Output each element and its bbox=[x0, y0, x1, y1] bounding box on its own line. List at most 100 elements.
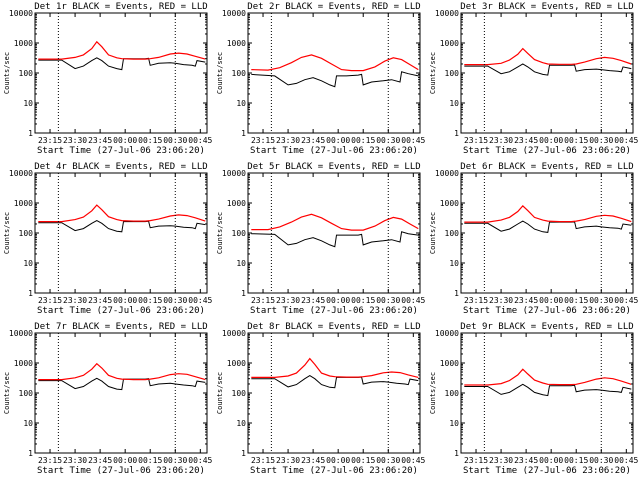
x-tick-label: 23:45 bbox=[514, 456, 538, 465]
x-tick-label: 00:00 bbox=[113, 456, 137, 465]
y-tick-label: 1 bbox=[454, 449, 459, 458]
y-axis-label: Counts/sec bbox=[3, 52, 11, 94]
y-tick-label: 100 bbox=[19, 229, 34, 238]
x-tick-label: 23:15 bbox=[38, 456, 62, 465]
y-tick-label: 100 bbox=[232, 229, 247, 238]
series-line-events bbox=[464, 63, 632, 76]
plot-frame bbox=[460, 12, 634, 134]
series-line-lld bbox=[251, 213, 419, 231]
x-tick-label: 00:00 bbox=[326, 136, 350, 145]
x-tick-label: 23:15 bbox=[251, 136, 275, 145]
x-tick-label: 00:00 bbox=[326, 296, 350, 305]
x-axis-label: Start Time (27-Jul-06 23:06:20) bbox=[37, 466, 205, 476]
x-tick-label: 23:30 bbox=[63, 136, 87, 145]
detector-panel: Det 2r BLACK = Events, RED = LLD 23:15 23:… bbox=[213, 0, 426, 160]
detector-panel: Det 6r BLACK = Events, RED = LLD 23:15 23:… bbox=[426, 160, 639, 320]
x-tick-label: 00:00 bbox=[113, 296, 137, 305]
y-axis-label: Counts/sec bbox=[216, 52, 224, 94]
series-line-lld bbox=[38, 204, 206, 223]
chart-title: Det 2r BLACK = Events, RED = LLD bbox=[247, 2, 420, 12]
x-tick-label: 23:30 bbox=[276, 456, 300, 465]
y-tick-label: 100 bbox=[19, 69, 34, 78]
x-axis-label: Start Time (27-Jul-06 23:06:20) bbox=[37, 146, 205, 156]
x-tick-label: 00:30 bbox=[376, 296, 400, 305]
y-tick-label: 1 bbox=[28, 449, 33, 458]
detector-panel: Det 9r BLACK = Events, RED = LLD 23:15 23:… bbox=[426, 320, 639, 480]
series-line-events bbox=[464, 383, 632, 397]
x-tick-label: 00:30 bbox=[163, 296, 187, 305]
y-tick-label: 10000 bbox=[9, 9, 33, 18]
x-tick-label: 00:15 bbox=[564, 456, 588, 465]
x-tick-label: 00:15 bbox=[351, 456, 375, 465]
x-tick-label: 00:45 bbox=[614, 296, 638, 305]
detector-chart: Det 7r BLACK = Events, RED = LLD 23:15 23:… bbox=[3, 322, 213, 476]
y-tick-label: 1000 bbox=[440, 199, 459, 208]
detector-panel: Det 7r BLACK = Events, RED = LLD 23:15 23:… bbox=[0, 320, 213, 480]
x-tick-label: 00:45 bbox=[188, 136, 212, 145]
x-tick-label: 00:15 bbox=[138, 456, 162, 465]
y-tick-label: 100 bbox=[445, 229, 460, 238]
x-tick-label: 00:45 bbox=[401, 456, 425, 465]
x-tick-label: 23:45 bbox=[88, 456, 112, 465]
x-axis-label: Start Time (27-Jul-06 23:06:20) bbox=[37, 306, 205, 316]
x-tick-label: 23:45 bbox=[514, 296, 538, 305]
series-line-lld bbox=[464, 368, 632, 386]
x-tick-label: 00:30 bbox=[163, 456, 187, 465]
y-tick-label: 10000 bbox=[222, 329, 246, 338]
y-axis-label: Counts/sec bbox=[3, 212, 11, 254]
series-line-events bbox=[251, 71, 419, 88]
x-tick-label: 23:15 bbox=[251, 456, 275, 465]
detector-panel: Det 1r BLACK = Events, RED = LLD 23:15 23:… bbox=[0, 0, 213, 160]
x-tick-label: 23:15 bbox=[38, 296, 62, 305]
series-line-lld bbox=[251, 357, 419, 379]
y-tick-label: 10000 bbox=[9, 329, 33, 338]
x-tick-label: 00:15 bbox=[138, 296, 162, 305]
y-tick-label: 10 bbox=[23, 259, 33, 268]
y-tick-label: 1000 bbox=[14, 199, 33, 208]
x-axis-label: Start Time (27-Jul-06 23:06:20) bbox=[463, 146, 631, 156]
y-tick-label: 10 bbox=[23, 99, 33, 108]
x-tick-label: 00:00 bbox=[539, 456, 563, 465]
plot-frame bbox=[34, 332, 208, 454]
plot-frame bbox=[460, 172, 634, 294]
x-tick-label: 00:00 bbox=[326, 456, 350, 465]
series-line-events bbox=[464, 220, 632, 233]
plot-frame bbox=[247, 332, 421, 454]
series-line-events bbox=[251, 231, 419, 248]
y-tick-label: 1 bbox=[241, 449, 246, 458]
x-tick-label: 00:30 bbox=[376, 136, 400, 145]
x-tick-label: 00:30 bbox=[163, 136, 187, 145]
x-tick-label: 00:30 bbox=[376, 456, 400, 465]
y-tick-label: 10 bbox=[449, 419, 459, 428]
x-tick-label: 23:45 bbox=[88, 296, 112, 305]
y-tick-label: 10000 bbox=[435, 9, 459, 18]
series-line-events bbox=[38, 57, 206, 71]
y-tick-label: 100 bbox=[232, 69, 247, 78]
y-axis-label: Counts/sec bbox=[429, 372, 437, 414]
y-tick-label: 1000 bbox=[440, 359, 459, 368]
detector-panel: Det 4r BLACK = Events, RED = LLD 23:15 23:… bbox=[0, 160, 213, 320]
detector-panel: Det 5r BLACK = Events, RED = LLD 23:15 23:… bbox=[213, 160, 426, 320]
y-tick-label: 10 bbox=[23, 419, 33, 428]
x-tick-label: 00:15 bbox=[351, 296, 375, 305]
plot-frame bbox=[460, 332, 634, 454]
chart-title: Det 4r BLACK = Events, RED = LLD bbox=[34, 162, 207, 172]
y-tick-label: 10 bbox=[236, 419, 246, 428]
chart-title: Det 7r BLACK = Events, RED = LLD bbox=[34, 322, 207, 332]
y-axis-label: Counts/sec bbox=[429, 52, 437, 94]
x-tick-label: 23:15 bbox=[464, 456, 488, 465]
y-axis-label: Counts/sec bbox=[429, 212, 437, 254]
series-line-lld bbox=[38, 362, 206, 381]
x-tick-label: 00:30 bbox=[589, 296, 613, 305]
x-tick-label: 00:00 bbox=[539, 136, 563, 145]
chart-title: Det 1r BLACK = Events, RED = LLD bbox=[34, 2, 207, 12]
x-tick-label: 00:45 bbox=[401, 296, 425, 305]
y-tick-label: 1 bbox=[454, 129, 459, 138]
chart-title: Det 3r BLACK = Events, RED = LLD bbox=[460, 2, 633, 12]
